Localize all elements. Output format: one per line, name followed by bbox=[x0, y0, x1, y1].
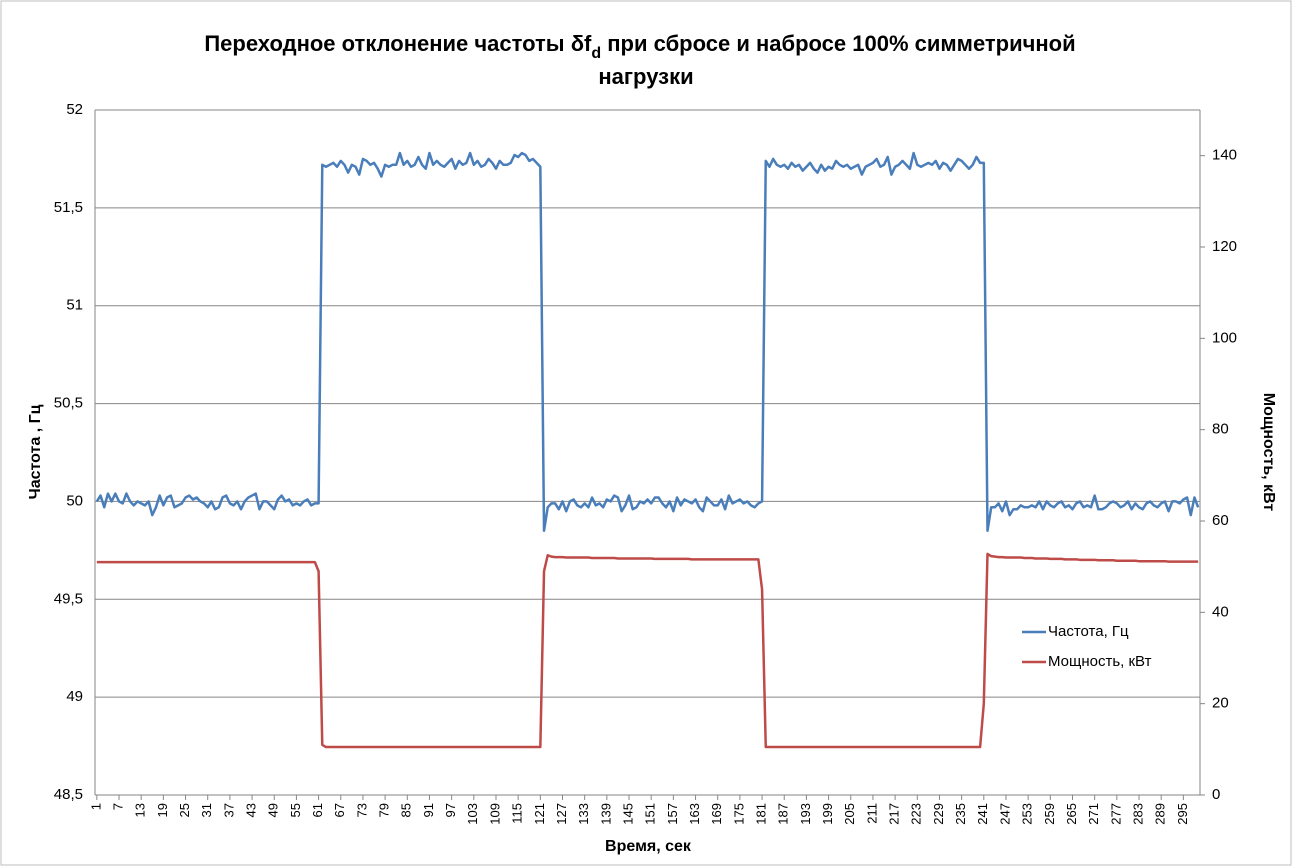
chart-title-line2: нагрузки bbox=[598, 64, 693, 89]
x-tick-label: 79 bbox=[377, 803, 392, 817]
x-tick-label: 289 bbox=[1153, 803, 1168, 825]
x-tick-label: 265 bbox=[1064, 803, 1079, 825]
series-line bbox=[96, 552, 1199, 749]
y-tick-label: 51 bbox=[66, 297, 83, 314]
x-tick-label: 277 bbox=[1108, 803, 1123, 825]
x-tick-label: 103 bbox=[465, 803, 480, 825]
y2-axis-label: Мощность, кВт bbox=[1260, 393, 1277, 512]
x-tick-label: 229 bbox=[931, 803, 946, 825]
x-tick-label: 19 bbox=[155, 803, 170, 817]
x-tick-label: 55 bbox=[288, 803, 303, 817]
x-tick-label: 25 bbox=[177, 803, 192, 817]
x-tick-label: 295 bbox=[1175, 803, 1190, 825]
title-subscript: d bbox=[591, 45, 601, 62]
x-tick-label: 13 bbox=[133, 803, 148, 817]
x-tick-label: 49 bbox=[266, 803, 281, 817]
legend-label: Частота, Гц bbox=[1048, 623, 1129, 640]
x-tick-label: 139 bbox=[598, 803, 613, 825]
x-tick-label: 199 bbox=[820, 803, 835, 825]
x-tick-label: 193 bbox=[798, 803, 813, 825]
x-tick-label: 283 bbox=[1130, 803, 1145, 825]
x-tick-label: 145 bbox=[620, 803, 635, 825]
x-tick-label: 97 bbox=[443, 803, 458, 817]
x-axis-label: Время, сек bbox=[605, 838, 692, 855]
x-tick-label: 67 bbox=[332, 803, 347, 817]
y2-tick-label: 80 bbox=[1212, 421, 1229, 438]
x-tick-label: 205 bbox=[842, 803, 857, 825]
x-tick-label: 73 bbox=[354, 803, 369, 817]
y2-tick-label: 140 bbox=[1212, 147, 1237, 164]
y2-tick-label: 40 bbox=[1212, 603, 1229, 620]
x-tick-label: 241 bbox=[975, 803, 990, 825]
y-tick-label: 48,5 bbox=[54, 786, 83, 803]
chart-title: Переходное отклонение частоты δfd при сб… bbox=[204, 31, 1075, 62]
y-tick-label: 49 bbox=[66, 688, 83, 705]
x-tick-label: 157 bbox=[665, 803, 680, 825]
x-tick-label: 85 bbox=[399, 803, 414, 817]
y-tick-label: 50,5 bbox=[54, 395, 83, 412]
title-part: Переходное отклонение частоты δf bbox=[204, 31, 592, 56]
y-tick-label: 50 bbox=[66, 492, 83, 509]
x-tick-label: 151 bbox=[643, 803, 658, 825]
x-tick-label: 163 bbox=[687, 803, 702, 825]
x-tick-label: 235 bbox=[953, 803, 968, 825]
y2-tick-label: 60 bbox=[1212, 512, 1229, 529]
x-tick-label: 217 bbox=[887, 803, 902, 825]
x-tick-label: 259 bbox=[1042, 803, 1057, 825]
x-tick-label: 127 bbox=[554, 803, 569, 825]
y-tick-label: 51,5 bbox=[54, 199, 83, 216]
x-tick-label: 187 bbox=[776, 803, 791, 825]
x-tick-label: 271 bbox=[1086, 803, 1101, 825]
title-part: при сбросе и набросе 100% симметричной bbox=[601, 31, 1076, 56]
x-tick-label: 43 bbox=[244, 803, 259, 817]
x-tick-label: 181 bbox=[754, 803, 769, 825]
y2-tick-label: 20 bbox=[1212, 695, 1229, 712]
y2-tick-label: 120 bbox=[1212, 238, 1237, 255]
x-tick-label: 169 bbox=[709, 803, 724, 825]
y-axis-label: Частота , Гц bbox=[27, 404, 44, 499]
x-tick-label: 109 bbox=[487, 803, 502, 825]
x-tick-label: 223 bbox=[909, 803, 924, 825]
x-tick-label: 121 bbox=[532, 803, 547, 825]
x-tick-label: 1 bbox=[88, 803, 103, 810]
x-tick-label: 133 bbox=[576, 803, 591, 825]
x-tick-label: 31 bbox=[199, 803, 214, 817]
legend-label: Мощность, кВт bbox=[1048, 653, 1152, 670]
x-tick-label: 115 bbox=[510, 803, 525, 824]
x-tick-label: 253 bbox=[1020, 803, 1035, 825]
y-tick-label: 49,5 bbox=[54, 590, 83, 607]
x-tick-label: 61 bbox=[310, 803, 325, 817]
x-tick-label: 37 bbox=[221, 803, 236, 817]
y2-tick-label: 0 bbox=[1212, 786, 1220, 803]
x-tick-label: 211 bbox=[864, 803, 879, 824]
y2-tick-label: 100 bbox=[1212, 329, 1237, 346]
x-tick-label: 91 bbox=[421, 803, 436, 817]
y-tick-label: 52 bbox=[66, 101, 83, 118]
x-tick-label: 247 bbox=[997, 803, 1012, 825]
x-tick-label: 175 bbox=[731, 803, 746, 825]
x-tick-label: 7 bbox=[110, 803, 125, 810]
series-line bbox=[95, 151, 1200, 533]
